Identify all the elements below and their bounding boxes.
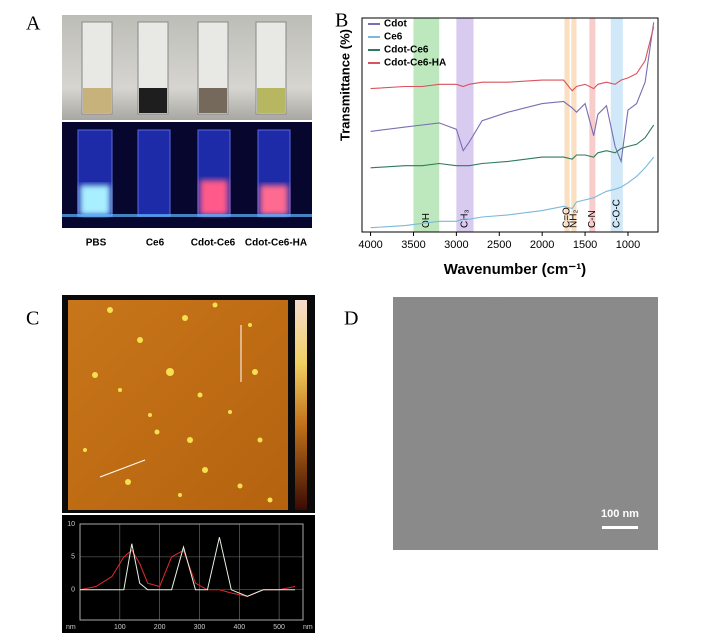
photo-vials-daylight — [62, 15, 312, 120]
band-label: C-N — [587, 210, 598, 228]
x-tick-label: 4000 — [358, 239, 382, 251]
x-tick-label: 3000 — [444, 239, 468, 251]
x-tick-label: 1000 — [616, 239, 640, 251]
x-tick-label: 2000 — [530, 239, 554, 251]
x-tick-label: 500 — [273, 624, 285, 631]
x-tick-label: 400 — [233, 624, 245, 631]
panel-label: B — [335, 10, 348, 32]
axis-frame — [361, 17, 659, 233]
x-tick-label: 3500 — [401, 239, 425, 251]
band — [564, 18, 570, 232]
x-tick-label: 200 — [154, 624, 166, 631]
panel-label: C — [26, 308, 39, 330]
band — [589, 18, 596, 232]
x-tick-label: 2500 — [487, 239, 511, 251]
tem-image — [393, 297, 658, 550]
sample-label: Cdot-Ce6 — [191, 238, 236, 249]
x-axis-label: nm — [303, 624, 313, 631]
series-line — [370, 156, 655, 229]
x-axis-label: Wavenumber (cm⁻¹) — [444, 261, 586, 278]
panel-label: D — [344, 308, 358, 330]
series-line — [370, 124, 655, 169]
band-label: OH — [421, 213, 432, 228]
series-line — [370, 26, 655, 92]
sample-label: Cdot-Ce6-HA — [245, 238, 307, 249]
band-label: C=O — [562, 207, 573, 228]
sample-label: Ce6 — [146, 238, 165, 249]
band-label: C-O-C — [611, 199, 622, 228]
legend-label: Ce6 — [384, 32, 403, 43]
scale-bar-label: 100 nm — [601, 508, 639, 520]
x-tick-label: 300 — [194, 624, 206, 631]
y-axis-label: nm — [66, 624, 76, 631]
band — [456, 18, 474, 232]
panel-label: A — [26, 13, 41, 35]
y-tick-label: 10 — [67, 521, 75, 528]
legend-label: Cdot-Ce6-HA — [384, 58, 446, 69]
series-line — [370, 22, 655, 164]
x-tick-label: 100 — [114, 624, 126, 631]
x-tick-label: 1500 — [573, 239, 597, 251]
profile-background — [62, 515, 315, 633]
band — [610, 18, 623, 232]
series-line — [80, 537, 295, 597]
legend-label: Cdot — [384, 19, 407, 30]
afm-image — [62, 295, 315, 513]
y-tick-label: 0 — [71, 587, 75, 594]
band — [571, 18, 577, 232]
y-tick-label: 5 — [71, 554, 75, 561]
band-label: NH₂ — [569, 210, 580, 228]
axis-frame — [79, 523, 304, 621]
legend-label: Cdot-Ce6 — [384, 45, 429, 56]
y-axis-label: Transmittance (%) — [337, 29, 352, 141]
sample-label: PBS — [86, 238, 107, 249]
photo-vials-uv — [62, 122, 312, 228]
